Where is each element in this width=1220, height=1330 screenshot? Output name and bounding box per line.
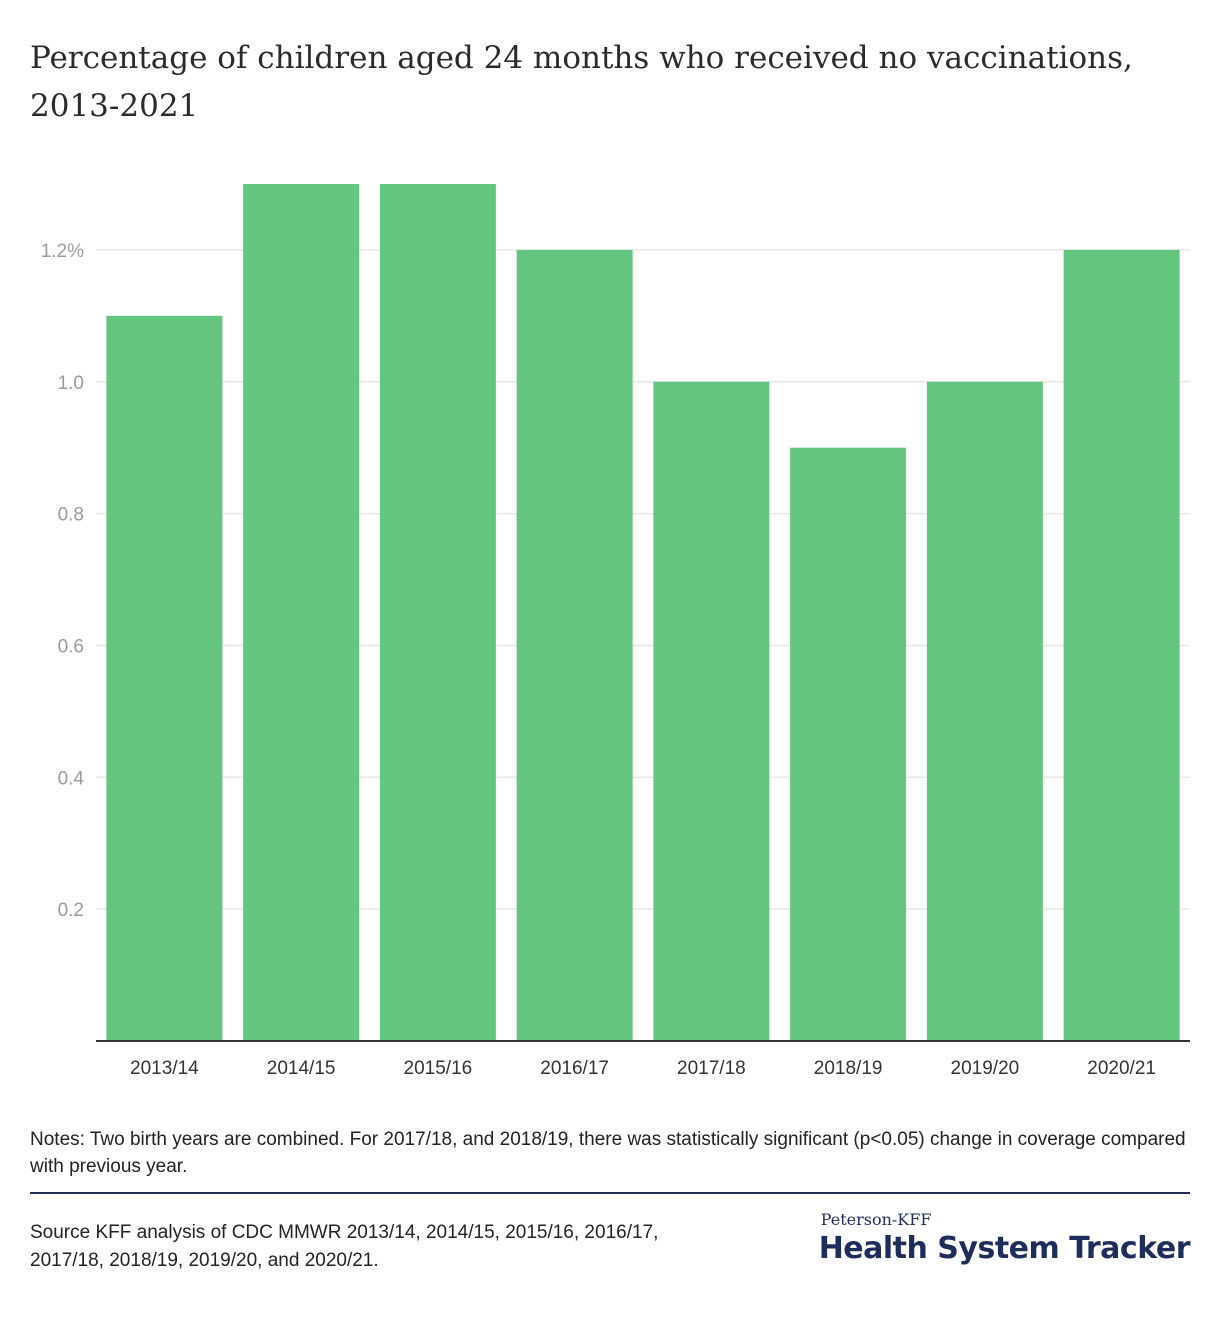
y-tick-label: 0.8: [58, 505, 84, 526]
bar: [516, 249, 633, 1041]
bar: [379, 184, 496, 1041]
y-tick-label: 1.2%: [41, 241, 84, 262]
x-tick-label: 2013/14: [130, 1058, 199, 1079]
brand-top-text: Peterson-KFF: [820, 1210, 932, 1229]
x-tick-label: 2018/19: [814, 1058, 883, 1079]
y-axis-ticks: 0.2 0.4 0.6 0.8 1.0 1.2%: [41, 241, 85, 921]
chart-notes: Notes: Two birth years are combined. For…: [30, 1129, 1186, 1177]
x-tick-label: 2016/17: [540, 1058, 609, 1079]
footer-divider: [30, 1192, 1190, 1194]
brand-main-text: Health System Tracker: [818, 1231, 1191, 1266]
bar: [1063, 249, 1180, 1041]
bar: [926, 381, 1043, 1041]
x-axis-ticks: 2013/14 2014/15 2015/16 2016/17 2017/18 2018/…: [130, 1058, 1156, 1079]
bar: [106, 315, 223, 1041]
y-tick-label: 0.2: [58, 900, 84, 921]
y-tick-label: 1.0: [58, 373, 84, 394]
chart-title: Percentage of children aged 24 months wh…: [30, 40, 1133, 124]
y-tick-label: 0.4: [58, 768, 85, 789]
x-tick-label: 2017/18: [677, 1058, 746, 1079]
bar: [790, 447, 907, 1041]
bars: [106, 184, 1180, 1041]
x-tick-label: 2014/15: [267, 1058, 336, 1079]
bar: [653, 381, 770, 1041]
y-tick-label: 0.6: [58, 636, 84, 657]
chart-source: Source KFF analysis of CDC MMWR 2013/14,…: [30, 1222, 659, 1271]
bar-chart: 0.2 0.4 0.6 0.8 1.0 1.2% 2013/14 2014/15 2015/1…: [41, 184, 1190, 1079]
bar: [243, 184, 360, 1041]
x-tick-label: 2019/20: [951, 1058, 1020, 1079]
x-tick-label: 2015/16: [404, 1058, 473, 1079]
x-tick-label: 2020/21: [1087, 1058, 1156, 1079]
brand-logo: Peterson-KFF Health System Tracker: [818, 1210, 1191, 1266]
